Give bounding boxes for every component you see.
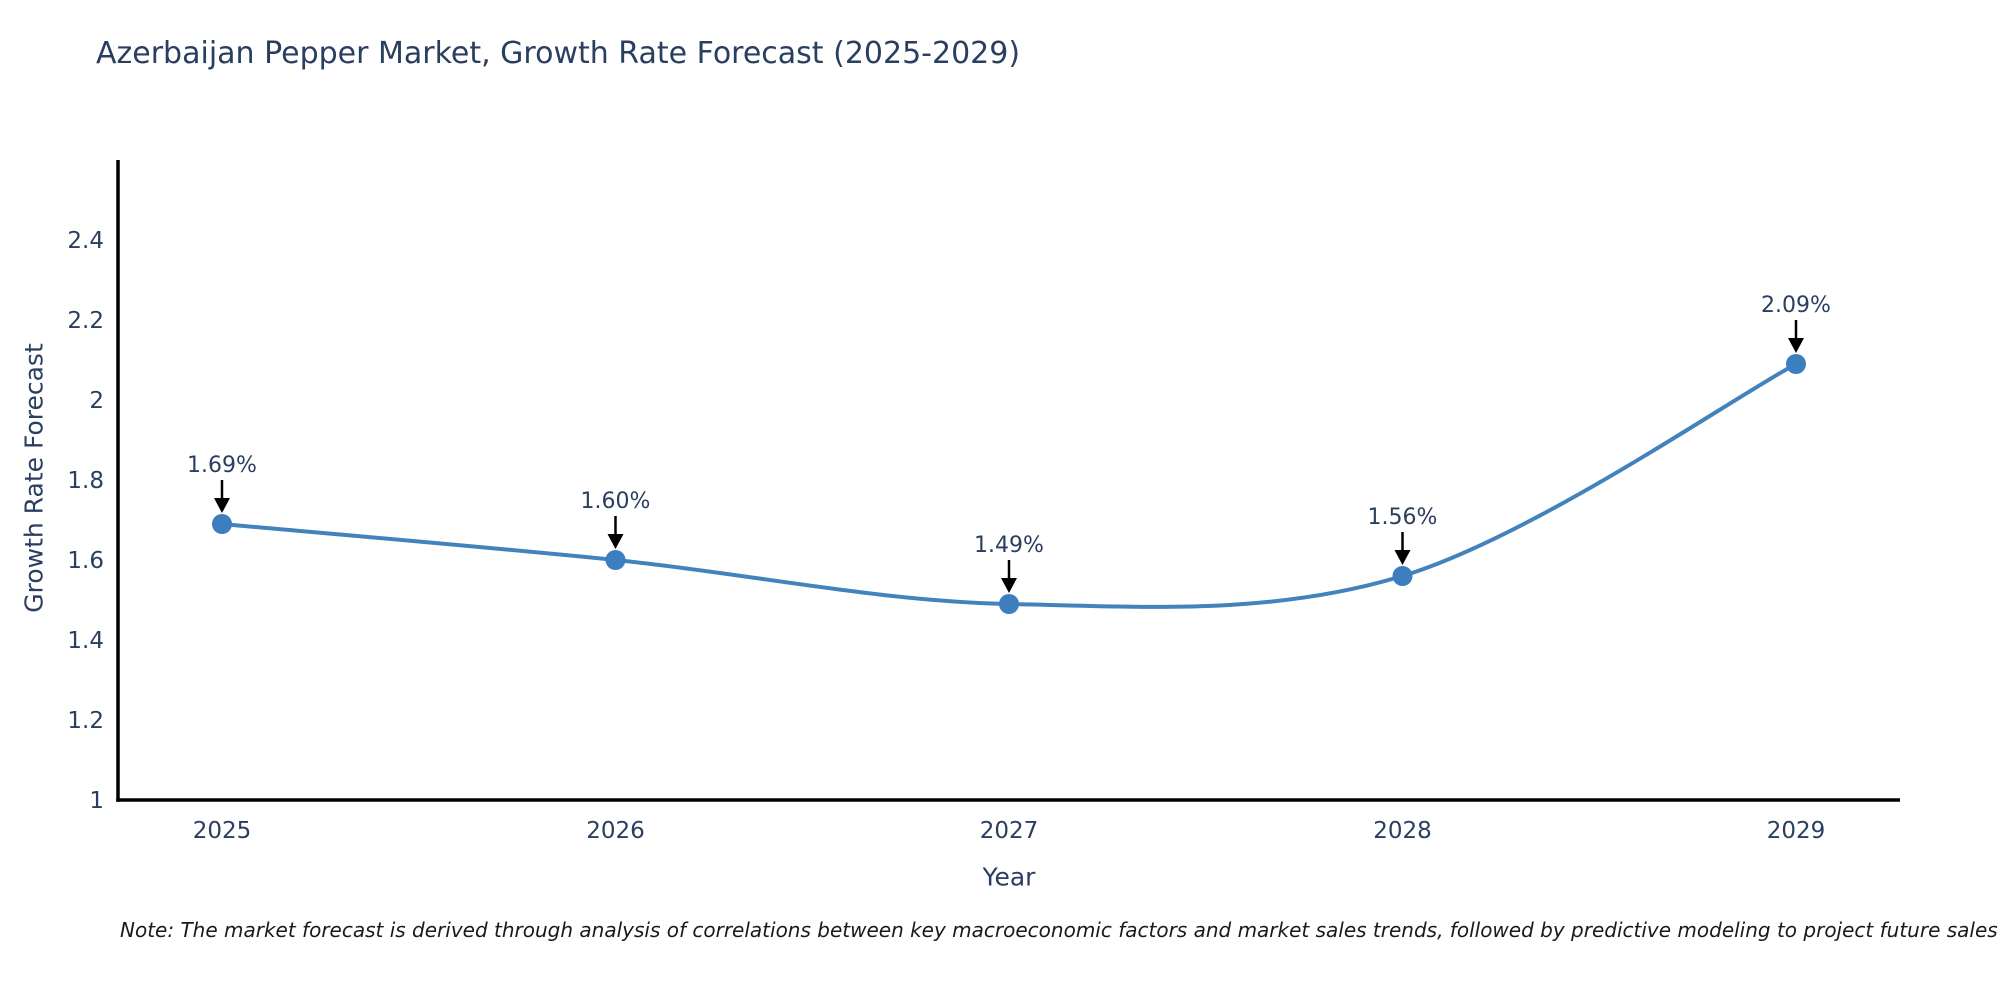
- data-point-label: 1.69%: [187, 453, 257, 478]
- annotation-arrowhead: [1394, 550, 1411, 565]
- data-point-marker: [605, 550, 626, 570]
- y-tick-label: 1: [89, 788, 104, 814]
- data-point-marker: [1786, 354, 1806, 374]
- data-point-label: 1.56%: [1368, 505, 1438, 530]
- x-tick-label: 2025: [193, 818, 252, 844]
- y-tick-label: 2: [89, 388, 104, 414]
- y-tick-label: 1.6: [67, 548, 104, 574]
- data-point-label: 1.60%: [581, 489, 651, 514]
- y-tick-label: 1.8: [67, 468, 104, 494]
- x-tick-label: 2027: [980, 818, 1039, 844]
- data-point-marker: [212, 514, 232, 534]
- y-tick-label: 2.4: [67, 228, 104, 254]
- x-tick-label: 2029: [1767, 818, 1826, 844]
- annotation-arrowhead: [1001, 578, 1017, 593]
- footnote: Note: The market forecast is derived thr…: [120, 918, 1998, 942]
- annotation-arrowhead: [214, 498, 230, 513]
- y-tick-label: 1.2: [67, 708, 104, 734]
- y-tick-label: 2.2: [67, 308, 104, 334]
- data-point-label: 1.49%: [974, 533, 1044, 558]
- x-tick-label: 2028: [1373, 818, 1432, 844]
- data-point-label: 2.09%: [1761, 293, 1831, 318]
- x-tick-label: 2026: [586, 818, 645, 844]
- x-axis-title: Year: [982, 862, 1036, 892]
- data-point-marker: [999, 594, 1019, 614]
- y-tick-label: 1.4: [67, 628, 104, 654]
- annotation-arrowhead: [607, 534, 624, 549]
- chart-title: Azerbaijan Pepper Market, Growth Rate Fo…: [96, 36, 1021, 71]
- data-point-marker: [1392, 566, 1413, 586]
- annotation-arrowhead: [1788, 338, 1804, 353]
